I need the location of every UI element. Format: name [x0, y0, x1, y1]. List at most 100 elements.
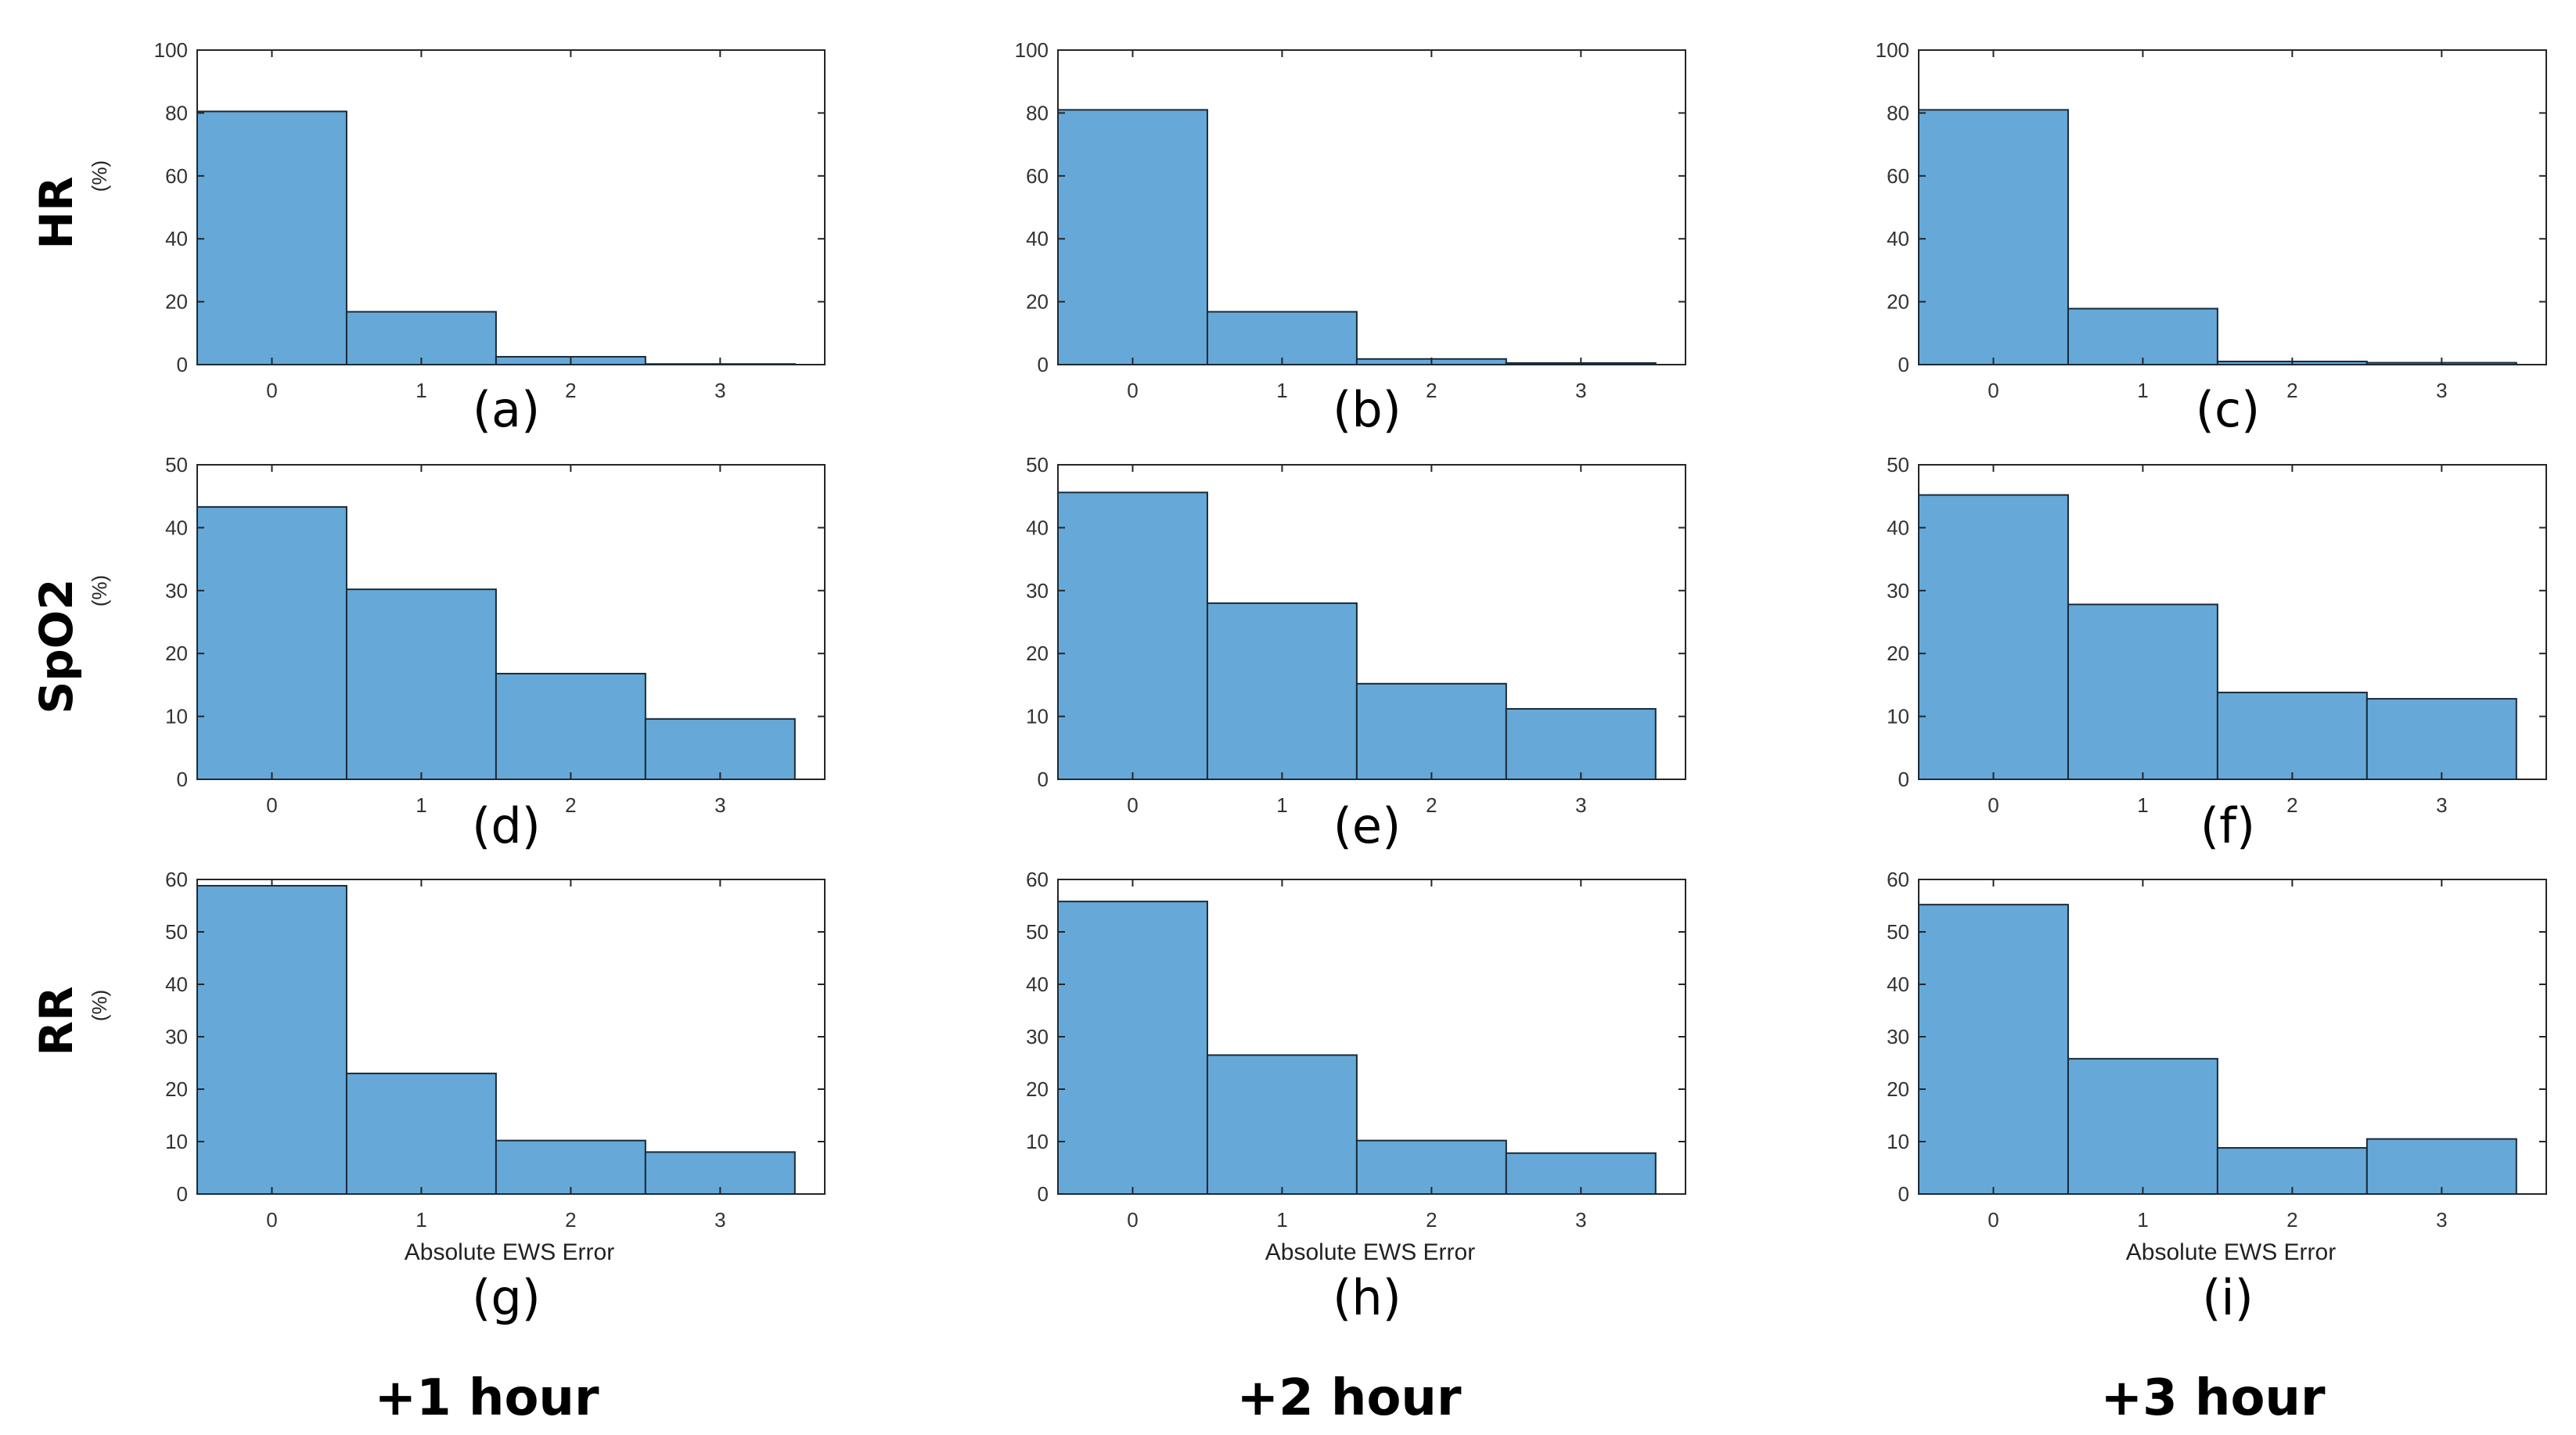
x-tick-label: 2 — [2286, 793, 2297, 817]
bar-1 — [345, 1072, 497, 1196]
x-tick-label: 2 — [565, 1208, 576, 1232]
bar-3 — [1505, 707, 1657, 781]
y-tick-label: 60 — [1026, 868, 1049, 891]
y-tick-label: 40 — [1887, 227, 1909, 250]
x-tick-label: 1 — [416, 1208, 426, 1232]
x-tick-label: 3 — [2436, 379, 2447, 402]
x-tick-label: 2 — [1426, 379, 1437, 402]
y-tick-label: 60 — [165, 164, 188, 188]
y-tick-label: 0 — [1898, 1182, 1909, 1206]
y-tick-label: 10 — [165, 705, 188, 728]
y-tick-label: 0 — [177, 768, 188, 791]
x-tick-label: 3 — [2436, 793, 2447, 817]
y-tick-label: 30 — [1887, 579, 1909, 602]
bar-2 — [1355, 1139, 1507, 1196]
y-axis-label: (%) — [88, 160, 111, 192]
y-tick-label: 40 — [165, 227, 188, 250]
y-tick-label: 60 — [165, 868, 188, 891]
x-tick-label: 0 — [1127, 793, 1138, 817]
y-tick-label: 0 — [1898, 353, 1909, 376]
y-tick-label: 40 — [165, 973, 188, 996]
bar-0 — [196, 110, 347, 365]
y-tick-label: 20 — [1887, 1077, 1909, 1101]
y-tick-label: 20 — [1026, 1077, 1049, 1101]
y-tick-label: 60 — [1026, 164, 1049, 188]
x-tick-label: 0 — [266, 379, 277, 402]
panel-i: 0 10 20 30 40 50 60 0 1 2 3 Absolute EWS Error (i) — [1887, 868, 2547, 1326]
panel-label: (b) — [1333, 381, 1401, 438]
col-label-1-hour: +1 hour — [374, 1369, 599, 1427]
bar-3 — [2366, 698, 2517, 781]
x-axis-label: Absolute EWS Error — [2126, 1239, 2336, 1265]
y-tick-label: 40 — [1026, 516, 1049, 539]
y-tick-label: 0 — [1038, 353, 1049, 376]
x-tick-label: 0 — [1988, 379, 1999, 402]
bar-2 — [2216, 692, 2368, 780]
y-tick-label: 20 — [165, 642, 188, 665]
x-tick-label: 1 — [2137, 793, 2148, 817]
col-label-3-hour: +3 hour — [2100, 1369, 2326, 1427]
y-tick-label: 0 — [1038, 1182, 1049, 1206]
x-tick-label: 3 — [2436, 1208, 2447, 1232]
y-tick-label: 0 — [1038, 768, 1049, 791]
y-tick-label: 60 — [1887, 164, 1909, 188]
x-tick-label: 2 — [1426, 793, 1437, 817]
y-tick-label: 50 — [165, 920, 188, 944]
bar-0 — [196, 885, 347, 1196]
bar-0 — [1918, 109, 2069, 365]
bar-3 — [644, 718, 796, 780]
panel-label: (g) — [472, 1269, 541, 1326]
x-tick-label: 1 — [2137, 379, 2148, 402]
panel-label: (c) — [2196, 381, 2260, 438]
y-tick-label: 50 — [1887, 920, 1909, 944]
x-tick-label: 0 — [266, 793, 277, 817]
bar-0 — [1057, 109, 1208, 365]
bar-0 — [1057, 491, 1208, 780]
panel-b: 0 20 40 60 80 100 0 1 2 3 (b) — [1015, 38, 1686, 438]
y-tick-label: 0 — [177, 353, 188, 376]
panel-label: (f) — [2200, 797, 2255, 854]
bar-3 — [2366, 1138, 2517, 1196]
panel-label: (i) — [2202, 1269, 2254, 1326]
x-axis-label: Absolute EWS Error — [405, 1239, 614, 1265]
x-tick-label: 1 — [1276, 1208, 1287, 1232]
panel-f: 0 10 20 30 40 50 0 1 2 3 (f) — [1887, 453, 2547, 854]
y-axis-label: (%) — [88, 990, 111, 1021]
y-tick-label: 20 — [1026, 290, 1049, 314]
bar-1 — [1206, 602, 1358, 780]
y-tick-label: 60 — [1887, 868, 1909, 891]
y-tick-label: 30 — [1026, 579, 1049, 602]
panel-c: 0 20 40 60 80 100 0 1 2 3 (c) — [1876, 38, 2547, 438]
panel-label: (h) — [1333, 1269, 1401, 1326]
panel-d: 0 10 20 30 40 50 0 1 2 3 (%) (d) — [88, 453, 826, 854]
x-tick-label: 3 — [714, 1208, 725, 1232]
y-tick-label: 80 — [165, 101, 188, 124]
y-tick-label: 20 — [1026, 642, 1049, 665]
column-labels: +1 hour +2 hour +3 hour — [374, 1369, 2326, 1427]
bar-0 — [1918, 494, 2069, 780]
y-tick-label: 20 — [165, 290, 188, 314]
row-label-spo2: SpO2 — [30, 579, 83, 714]
x-tick-label: 1 — [1276, 793, 1287, 817]
y-tick-label: 20 — [1887, 290, 1909, 314]
x-tick-label: 3 — [1575, 1208, 1586, 1232]
x-tick-label: 2 — [2286, 1208, 2297, 1232]
x-axis-label: Absolute EWS Error — [1265, 1239, 1475, 1265]
bar-1 — [345, 311, 497, 365]
y-tick-label: 100 — [154, 38, 188, 62]
bar-2 — [495, 1139, 646, 1196]
x-tick-label: 1 — [1276, 379, 1287, 402]
y-tick-label: 20 — [165, 1077, 188, 1101]
x-tick-label: 0 — [1988, 793, 1999, 817]
y-tick-label: 10 — [1887, 1130, 1909, 1153]
panel-label: (e) — [1333, 797, 1401, 854]
bar-0 — [196, 505, 347, 780]
y-tick-label: 30 — [165, 1025, 188, 1048]
y-tick-label: 40 — [1887, 516, 1909, 539]
y-tick-label: 80 — [1887, 101, 1909, 124]
y-tick-label: 40 — [1026, 973, 1049, 996]
y-tick-label: 20 — [1887, 642, 1909, 665]
row-label-rr: RR — [30, 986, 83, 1056]
y-tick-label: 50 — [1026, 453, 1049, 477]
